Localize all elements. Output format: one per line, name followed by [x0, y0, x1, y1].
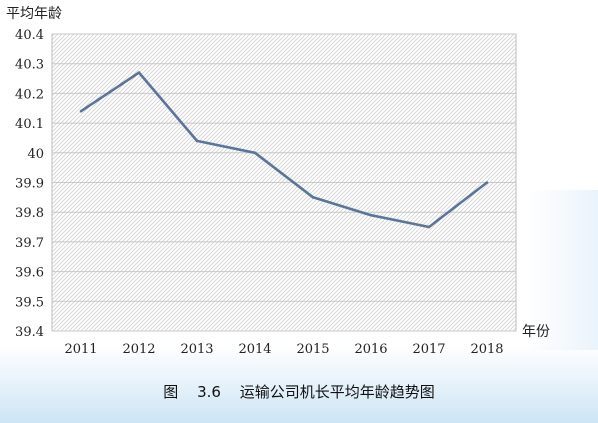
series-line: [80, 71, 488, 229]
x-tick-label: 2014: [238, 342, 271, 357]
figure-caption: 图 3.6 运输公司机长平均年龄趋势图: [163, 383, 435, 401]
y-axis-label: 平均年龄: [6, 6, 62, 22]
y-tick-label: 39.9: [15, 177, 44, 192]
x-tick-label: 2013: [180, 342, 213, 357]
y-tick-label: 39.4: [15, 325, 44, 340]
y-tick-label: 40.3: [15, 58, 44, 73]
y-tick-label: 39.6: [15, 266, 44, 281]
y-tick-label: 40.1: [15, 117, 44, 132]
background-wash-right: [528, 190, 598, 350]
y-tick-label: 39.8: [15, 206, 44, 221]
x-tick-label: 2015: [296, 342, 329, 357]
y-tick-label: 40.2: [15, 87, 44, 102]
data-point: [253, 151, 257, 155]
y-tick-label: 40: [27, 147, 44, 162]
data-point: [195, 139, 199, 143]
y-tick-label: 40.4: [15, 28, 44, 43]
data-point: [311, 196, 315, 199]
data-point: [427, 225, 431, 229]
x-tick-label: 2017: [412, 342, 445, 357]
x-tick-label: 2016: [354, 342, 387, 357]
background-wash: [0, 345, 598, 423]
x-tick-label: 2012: [122, 342, 155, 357]
grid: [52, 33, 516, 332]
y-axis-ticks: 40.4 40.3 40.2 40.1 40 39.9 39.8 39.7 39.6 39.5 39…: [15, 28, 44, 340]
y-tick-label: 39.7: [15, 236, 44, 251]
y-tick-label: 39.5: [15, 295, 44, 310]
x-axis-label: 年份: [522, 324, 550, 340]
x-tick-label: 2018: [470, 342, 503, 357]
x-axis-ticks: 2011 2012 2013 2014 2015 2016 2017 2018: [64, 342, 503, 357]
data-point: [369, 213, 373, 217]
data-point: [79, 109, 83, 113]
x-tick-label: 2011: [64, 342, 97, 357]
data-point: [137, 71, 141, 74]
data-point: [485, 181, 489, 184]
series: [79, 71, 489, 229]
